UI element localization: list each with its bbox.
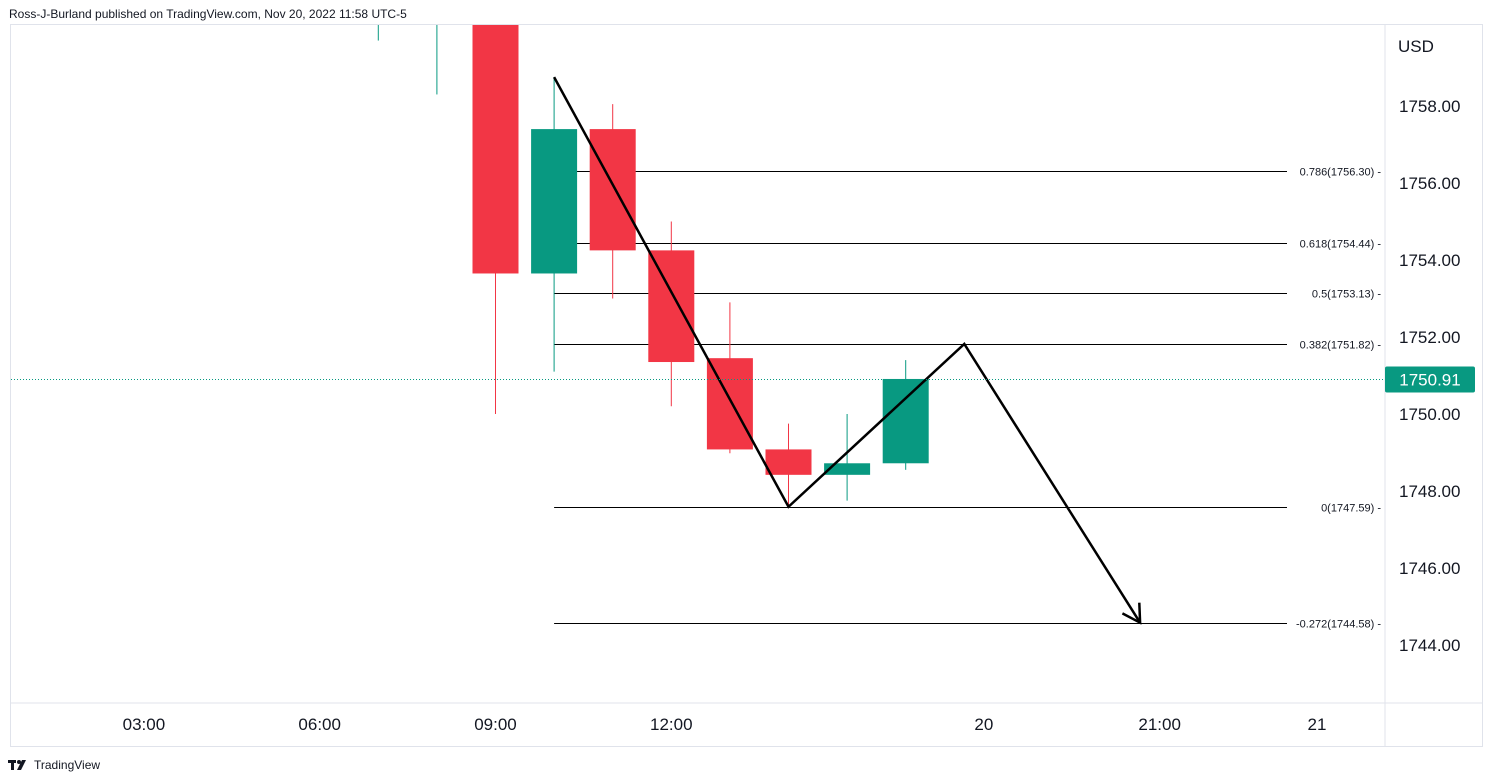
current-price-text: 1750.91 bbox=[1399, 371, 1460, 390]
fib-level-label: 0(1747.59) - bbox=[1321, 503, 1381, 515]
fib-level-label: -0.272(1744.58) - bbox=[1296, 619, 1381, 631]
candles-layer bbox=[377, 25, 929, 507]
candlestick-chart[interactable]: 0.786(1756.30) - 0.618(1754.44) - 0.5(1753… bbox=[11, 25, 1482, 746]
candle-body[interactable] bbox=[882, 378, 929, 464]
fib-retracement[interactable]: 0.786(1756.30) - 0.618(1754.44) - 0.5(1753… bbox=[554, 167, 1381, 631]
candle-body[interactable] bbox=[589, 129, 636, 251]
price-tick-label: 1746.00 bbox=[1399, 559, 1460, 578]
fib-level-label: 0.786(1756.30) - bbox=[1300, 167, 1382, 179]
price-tick-label: 1754.00 bbox=[1399, 251, 1460, 270]
price-tick-label: 1752.00 bbox=[1399, 328, 1460, 347]
tradingview-logo-icon bbox=[8, 760, 26, 770]
tradingview-footer[interactable]: TradingView bbox=[8, 758, 100, 772]
time-tick-label: 12:00 bbox=[650, 715, 693, 734]
time-tick-label: 21:00 bbox=[1138, 715, 1181, 734]
projection-path[interactable] bbox=[553, 76, 1142, 625]
price-axis[interactable]: 1758.00 1756.00 1754.00 1752.00 1750.00 1748.… bbox=[1399, 97, 1460, 655]
price-tick-label: 1756.00 bbox=[1399, 174, 1460, 193]
time-tick-label: 09:00 bbox=[474, 715, 517, 734]
current-price-tag: 1750.91 bbox=[11, 366, 1475, 393]
currency-label: USD bbox=[1398, 37, 1434, 56]
price-tick-label: 1744.00 bbox=[1399, 636, 1460, 655]
fib-level-label: 0.618(1754.44) - bbox=[1300, 239, 1382, 251]
price-tick-label: 1748.00 bbox=[1399, 482, 1460, 501]
publisher-caption: Ross-J-Burland published on TradingView.… bbox=[9, 7, 407, 21]
chart-frame: 0.786(1756.30) - 0.618(1754.44) - 0.5(1753… bbox=[10, 24, 1483, 747]
candle-body[interactable] bbox=[824, 463, 871, 475]
candle-body[interactable] bbox=[765, 449, 812, 475]
current-price-badge bbox=[1385, 366, 1475, 393]
tradingview-brand-text: TradingView bbox=[34, 758, 101, 772]
time-tick-label: 06:00 bbox=[298, 715, 341, 734]
projection-arrowhead bbox=[1121, 602, 1142, 625]
time-tick-label: 20 bbox=[974, 715, 993, 734]
time-axis[interactable]: 03:00 06:00 09:00 12:00 20 21:00 21 bbox=[123, 715, 1327, 734]
candle-body[interactable] bbox=[531, 129, 578, 274]
fib-level-label: 0.5(1753.13) - bbox=[1312, 289, 1381, 301]
fib-level-label: 0.382(1751.82) - bbox=[1300, 340, 1382, 352]
price-tick-label: 1758.00 bbox=[1399, 97, 1460, 116]
time-tick-label: 21 bbox=[1308, 715, 1327, 734]
price-tick-label: 1750.00 bbox=[1399, 405, 1460, 424]
time-tick-label: 03:00 bbox=[123, 715, 166, 734]
candle-body[interactable] bbox=[472, 25, 519, 274]
candle-body[interactable] bbox=[648, 250, 695, 363]
projection-polyline[interactable] bbox=[553, 76, 1142, 624]
